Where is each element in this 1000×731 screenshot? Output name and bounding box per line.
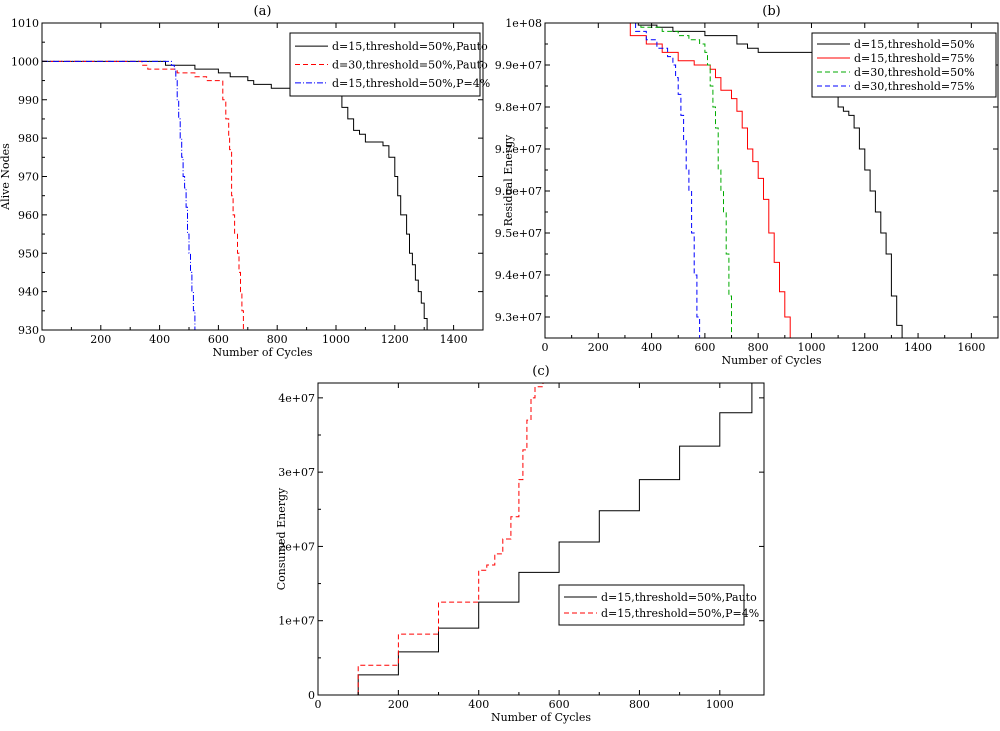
- x-tick-label: 200: [90, 333, 111, 346]
- y-tick-label: 990: [18, 94, 39, 107]
- y-tick-label: 960: [18, 209, 39, 222]
- y-tick-label: 2e+07: [278, 540, 315, 553]
- legend-label: d=15,threshold=50%,Pauto: [601, 591, 757, 604]
- chart-title: (a): [254, 4, 272, 19]
- x-tick-label: 1000: [797, 341, 825, 354]
- x-tick-label: 1400: [904, 341, 932, 354]
- legend-label: d=15,threshold=50%: [854, 38, 975, 51]
- y-axis-label: Residual Energy: [502, 134, 515, 227]
- y-tick-label: 9.6e+07: [495, 185, 542, 198]
- x-axis-label: Number of Cycles: [212, 346, 312, 359]
- x-tick-label: 1600: [957, 341, 985, 354]
- series-line-1-2: [619, 23, 732, 338]
- x-tick-label: 800: [267, 333, 288, 346]
- y-tick-label: 9.9e+07: [495, 59, 542, 72]
- y-tick-label: 1010: [11, 17, 39, 30]
- x-tick-label: 600: [694, 341, 715, 354]
- x-tick-label: 1000: [706, 698, 734, 711]
- legend-label: d=30,threshold=50%,Pauto: [332, 59, 488, 72]
- y-tick-label: 9.7e+07: [495, 143, 542, 156]
- chart-0: 0 200 400 600 800 1000 1200 1400 930 940 950 960 970…: [0, 4, 490, 359]
- y-axis-label: Consumed Energy: [275, 487, 288, 590]
- series-line-2-0: [318, 383, 753, 695]
- x-tick-label: 200: [388, 698, 409, 711]
- y-tick-label: 9.3e+07: [495, 311, 542, 324]
- series-line-0-0: [42, 60, 428, 330]
- series-line-1-1: [616, 23, 791, 338]
- x-tick-label: 1400: [440, 333, 468, 346]
- series-line-2-1: [318, 383, 556, 695]
- y-tick-label: 1e+07: [278, 615, 315, 628]
- y-tick-label: 1e+08: [505, 17, 542, 30]
- x-tick-label: 0: [542, 341, 549, 354]
- x-tick-label: 800: [629, 698, 650, 711]
- legend-label: d=30,threshold=50%: [854, 66, 975, 79]
- y-axis-label: Alive Nodes: [0, 143, 12, 211]
- x-tick-label: 400: [641, 341, 662, 354]
- legend-label: d=15,threshold=50%,P=4%: [601, 607, 759, 620]
- x-axis-label: Number of Cycles: [721, 354, 821, 367]
- y-tick-label: 950: [18, 247, 39, 260]
- y-tick-label: 1000: [11, 55, 39, 68]
- series-line-0-2: [42, 60, 196, 330]
- chart-2: 0 200 400 600 800 1000 0 1e+07 2e+07 3e+07 4e+07 (c…: [275, 364, 765, 724]
- y-tick-label: 9.4e+07: [495, 269, 542, 282]
- legend-label: d=15,threshold=75%: [854, 52, 975, 65]
- x-tick-label: 0: [39, 333, 46, 346]
- y-tick-label: 3e+07: [278, 466, 315, 479]
- legend-label: d=15,threshold=50%,Pauto: [332, 40, 488, 53]
- x-tick-label: 1000: [322, 333, 350, 346]
- chart-title: (b): [762, 4, 780, 19]
- legend-box: [558, 584, 745, 626]
- chart-title: (c): [532, 364, 549, 379]
- legend-label: d=15,threshold=50%,P=4%: [332, 77, 490, 90]
- y-tick-label: 0: [308, 689, 315, 702]
- y-tick-label: 4e+07: [278, 392, 315, 405]
- x-tick-label: 200: [588, 341, 609, 354]
- x-tick-label: 1200: [381, 333, 409, 346]
- y-tick-label: 9.8e+07: [495, 101, 542, 114]
- plot-frame: [544, 22, 999, 339]
- y-tick-label: 980: [18, 132, 39, 145]
- x-tick-label: 0: [315, 698, 322, 711]
- x-tick-label: 800: [748, 341, 769, 354]
- x-tick-label: 400: [149, 333, 170, 346]
- series-line-0-1: [42, 60, 244, 330]
- plot-frame: [317, 382, 765, 696]
- x-tick-label: 400: [468, 698, 489, 711]
- series-line-1-3: [619, 23, 701, 338]
- y-tick-label: 940: [18, 286, 39, 299]
- y-tick-label: 970: [18, 171, 39, 184]
- x-axis-label: Number of Cycles: [491, 711, 591, 724]
- x-tick-label: 600: [549, 698, 570, 711]
- x-tick-label: 600: [208, 333, 229, 346]
- chart-1: 0 200 400 600 800 1000 1200 1400 1600 9.3e+07 9.4e…: [495, 4, 999, 367]
- y-tick-label: 930: [18, 324, 39, 337]
- legend-label: d=30,threshold=75%: [854, 80, 975, 93]
- x-tick-label: 1200: [851, 341, 879, 354]
- y-tick-label: 9.5e+07: [495, 227, 542, 240]
